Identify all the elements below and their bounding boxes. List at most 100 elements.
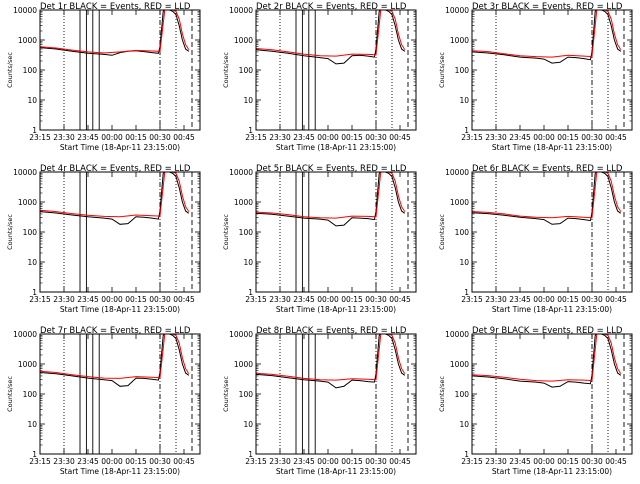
- y-axis-label: Counts/sec: [6, 52, 14, 88]
- x-tick-label: 00:30: [581, 295, 603, 304]
- y-tick-label: 10: [27, 420, 37, 429]
- detector-panel-3: Det 3r BLACK = Events, RED = LLD Counts/s…: [438, 2, 633, 152]
- series-group: [472, 10, 622, 64]
- y-tick-label: 1000: [450, 198, 469, 207]
- detector-panel-8: Det 8r BLACK = Events, RED = LLD Counts/s…: [222, 326, 417, 476]
- x-tick-label: 00:15: [125, 295, 147, 304]
- y-tick-label: 1: [32, 288, 37, 297]
- y-tick-label: 10000: [445, 168, 469, 177]
- y-axis-label: Counts/sec: [6, 214, 14, 250]
- series-line-lld: [256, 334, 406, 381]
- x-tick-label: 00:45: [173, 295, 195, 304]
- x-axis-label: Start Time (18-Apr-11 23:15:00): [60, 305, 180, 314]
- y-tick-label: 1000: [18, 360, 37, 369]
- series-line-lld: [40, 334, 190, 379]
- y-axis-label: Counts/sec: [438, 376, 446, 412]
- x-axis-label: Start Time (18-Apr-11 23:15:00): [276, 305, 396, 314]
- series-line-lld: [40, 10, 190, 54]
- y-tick-label: 1: [464, 450, 469, 459]
- x-axis-label: Start Time (18-Apr-11 23:15:00): [492, 305, 612, 314]
- x-tick-label: 23:15: [29, 457, 51, 466]
- y-axis-label: Counts/sec: [222, 376, 230, 412]
- detector-panel-7: Det 7r BLACK = Events, RED = LLD Counts/s…: [6, 326, 201, 476]
- x-tick-label: 00:15: [341, 295, 363, 304]
- x-tick-label: 23:30: [269, 133, 291, 142]
- series-group: [256, 172, 406, 227]
- x-axis-label: Start Time (18-Apr-11 23:15:00): [60, 143, 180, 152]
- plot-frame: [39, 171, 201, 293]
- y-tick-label: 10000: [229, 6, 253, 15]
- x-tick-label: 00:45: [173, 133, 195, 142]
- x-tick-label: 00:45: [605, 295, 627, 304]
- series-line-events: [256, 172, 406, 227]
- x-tick-label: 23:15: [461, 295, 483, 304]
- y-tick-label: 1000: [234, 198, 253, 207]
- detector-panel-1: Det 1r BLACK = Events, RED = LLD Counts/s…: [6, 2, 201, 152]
- y-tick-label: 10000: [13, 168, 37, 177]
- x-tick-label: 00:00: [317, 457, 339, 466]
- plot-frame: [471, 9, 633, 131]
- x-tick-label: 23:30: [53, 457, 75, 466]
- x-tick-label: 00:15: [341, 133, 363, 142]
- series-line-lld: [472, 10, 622, 58]
- panel-title: Det 7r BLACK = Events, RED = LLD: [40, 326, 191, 336]
- plot-frame: [255, 333, 417, 455]
- y-tick-label: 10000: [229, 330, 253, 339]
- x-tick-label: 23:30: [53, 133, 75, 142]
- x-tick-label: 23:15: [461, 133, 483, 142]
- x-tick-label: 00:15: [125, 133, 147, 142]
- x-tick-label: 23:30: [485, 295, 507, 304]
- y-tick-label: 100: [23, 390, 38, 399]
- y-tick-label: 10: [27, 96, 37, 105]
- x-tick-label: 23:45: [77, 295, 99, 304]
- x-tick-label: 23:45: [293, 133, 315, 142]
- x-tick-label: 23:30: [53, 295, 75, 304]
- y-tick-label: 10000: [229, 168, 253, 177]
- x-tick-label: 23:45: [509, 457, 531, 466]
- x-tick-label: 00:00: [101, 295, 123, 304]
- x-tick-label: 00:00: [533, 457, 555, 466]
- y-tick-label: 10: [459, 258, 469, 267]
- x-tick-label: 00:45: [173, 457, 195, 466]
- x-tick-label: 00:15: [557, 133, 579, 142]
- y-tick-label: 100: [455, 66, 470, 75]
- y-axis-label: Counts/sec: [6, 376, 14, 412]
- x-tick-label: 00:30: [365, 457, 387, 466]
- y-tick-label: 100: [239, 228, 254, 237]
- series-group: [472, 334, 622, 388]
- x-tick-label: 00:00: [317, 133, 339, 142]
- x-tick-label: 23:15: [29, 295, 51, 304]
- x-tick-label: 23:30: [485, 457, 507, 466]
- series-group: [472, 172, 622, 225]
- y-tick-label: 1000: [234, 360, 253, 369]
- x-tick-label: 00:30: [365, 295, 387, 304]
- panel-title: Det 2r BLACK = Events, RED = LLD: [256, 2, 407, 12]
- y-tick-label: 1000: [234, 36, 253, 45]
- x-tick-label: 23:15: [245, 133, 267, 142]
- x-tick-label: 00:30: [149, 295, 171, 304]
- y-tick-label: 1000: [18, 36, 37, 45]
- y-axis-label: Counts/sec: [222, 214, 230, 250]
- y-tick-label: 10000: [13, 330, 37, 339]
- x-axis-label: Start Time (18-Apr-11 23:15:00): [60, 467, 180, 476]
- x-tick-label: 23:45: [293, 457, 315, 466]
- series-line-lld: [472, 172, 622, 219]
- x-tick-label: 23:45: [77, 133, 99, 142]
- series-group: [256, 10, 406, 65]
- panel-title: Det 3r BLACK = Events, RED = LLD: [472, 2, 623, 12]
- x-tick-label: 00:15: [557, 295, 579, 304]
- x-tick-label: 00:00: [101, 457, 123, 466]
- plot-frame: [39, 333, 201, 455]
- plot-frame: [471, 333, 633, 455]
- series-line-events: [256, 10, 406, 65]
- series-group: [40, 172, 190, 225]
- y-tick-label: 1000: [18, 198, 37, 207]
- y-tick-label: 100: [239, 390, 254, 399]
- detector-panel-2: Det 2r BLACK = Events, RED = LLD Counts/s…: [222, 2, 417, 152]
- y-tick-label: 1: [248, 450, 253, 459]
- x-tick-label: 00:45: [605, 133, 627, 142]
- y-axis-label: Counts/sec: [438, 214, 446, 250]
- y-tick-label: 1: [464, 288, 469, 297]
- y-tick-label: 1: [32, 126, 37, 135]
